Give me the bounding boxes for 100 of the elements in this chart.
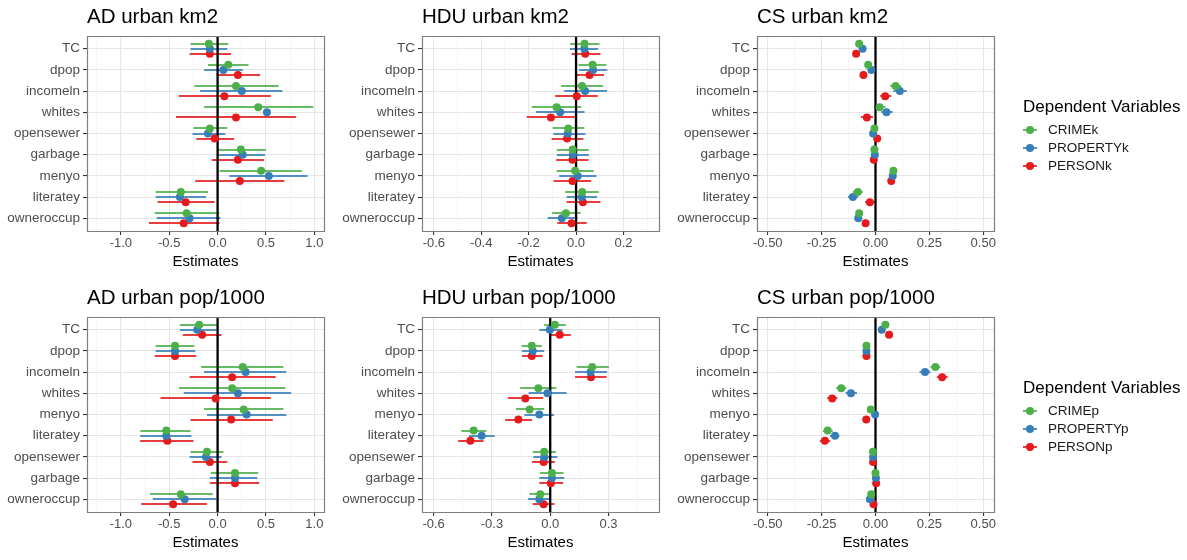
x-axis-title: Estimates <box>507 533 574 551</box>
x-tick-label: 0.00 <box>862 516 889 532</box>
legend-title: Dependent Variables <box>1023 377 1181 397</box>
x-tick-label: -1.0 <box>109 235 133 251</box>
y-tick-label: dpop <box>49 61 80 77</box>
chart-title: CS urban km2 <box>757 3 889 27</box>
x-axis-title: Estimates <box>172 533 239 551</box>
x-tick-label: 0.50 <box>970 235 996 251</box>
y-tick-label: menyo <box>39 406 80 422</box>
y-tick-label: owneroccup <box>677 210 750 225</box>
y-tick-label: whites <box>375 104 416 120</box>
y-tick-label: dpop <box>384 61 415 77</box>
x-axis-title: Estimates <box>507 252 574 270</box>
x-tick-label: -0.2 <box>517 235 540 251</box>
y-tick-label: incomeln <box>360 82 415 98</box>
x-tick-label: 1.0 <box>305 235 324 251</box>
y-tick-label: opensewer <box>13 125 81 141</box>
x-tick-label: -0.25 <box>806 516 837 532</box>
legend-label: PERSONk <box>1048 157 1113 173</box>
x-tick-label: 0.5 <box>256 516 275 532</box>
y-tick-label: owneroccup <box>342 491 415 506</box>
y-tick-label: incomeln <box>695 363 750 379</box>
y-tick-label: TC <box>62 321 81 337</box>
y-tick-label: dpop <box>49 342 80 358</box>
chart-title: HDU urban pop/1000 <box>422 284 616 308</box>
y-tick-label: owneroccup <box>7 210 80 225</box>
y-tick-label: incomeln <box>360 363 415 379</box>
x-tick-label: -1.0 <box>109 516 133 532</box>
y-tick-label: opensewer <box>13 448 81 464</box>
chart-title: HDU urban km2 <box>422 3 569 27</box>
x-tick-label: 0.0 <box>208 235 227 251</box>
x-tick-label: 0.25 <box>916 235 943 251</box>
y-tick-label: owneroccup <box>7 491 80 506</box>
y-tick-label: literatey <box>32 427 81 443</box>
x-tick-label: 0.0 <box>567 235 586 251</box>
y-tick-label: TC <box>397 321 416 337</box>
y-tick-label: menyo <box>709 406 750 422</box>
y-tick-label: literatey <box>32 188 81 204</box>
y-tick-label: whites <box>40 104 81 120</box>
y-tick-label: owneroccup <box>342 210 415 225</box>
x-tick-label: 0.5 <box>256 235 275 251</box>
y-tick-label: garbage <box>700 146 750 162</box>
x-tick-label: 0.00 <box>862 235 889 251</box>
chart-title: CS urban pop/1000 <box>757 284 935 308</box>
y-tick-label: garbage <box>365 469 415 485</box>
legend-label: PERSONp <box>1048 438 1113 454</box>
x-tick-label: 0.50 <box>970 516 996 532</box>
y-tick-label: garbage <box>30 469 80 485</box>
y-tick-label: opensewer <box>683 125 751 141</box>
y-tick-label: menyo <box>39 167 80 183</box>
y-tick-label: menyo <box>709 167 750 183</box>
x-tick-label: -0.50 <box>752 516 783 532</box>
y-tick-label: menyo <box>374 167 415 183</box>
y-tick-label: opensewer <box>683 448 751 464</box>
legend-label: CRIMEp <box>1048 402 1100 418</box>
y-tick-label: opensewer <box>348 125 416 141</box>
y-tick-label: incomeln <box>25 363 80 379</box>
x-tick-label: 0.3 <box>599 516 618 532</box>
x-tick-label: -0.50 <box>752 235 783 251</box>
y-tick-label: dpop <box>719 342 750 358</box>
x-axis-title: Estimates <box>172 252 239 270</box>
x-axis-title: Estimates <box>842 533 909 551</box>
y-tick-label: literatey <box>367 188 416 204</box>
y-tick-label: TC <box>732 40 751 56</box>
x-tick-label: -0.5 <box>158 516 181 532</box>
x-tick-label: 0.25 <box>916 516 943 532</box>
legend-title: Dependent Variables <box>1023 96 1181 116</box>
y-tick-label: whites <box>375 385 416 401</box>
x-tick-label: 0.0 <box>541 516 560 532</box>
x-tick-label: 1.0 <box>305 516 324 532</box>
legend-label: PROPERTYk <box>1048 139 1130 155</box>
x-tick-label: 0.2 <box>614 235 633 251</box>
y-tick-label: incomeln <box>25 82 80 98</box>
y-tick-label: whites <box>40 385 81 401</box>
y-tick-label: literatey <box>367 427 416 443</box>
y-tick-label: TC <box>732 321 751 337</box>
x-axis-title: Estimates <box>842 252 909 270</box>
x-tick-label: -0.25 <box>806 235 837 251</box>
y-tick-label: literatey <box>702 427 751 443</box>
x-tick-label: -0.6 <box>422 235 446 251</box>
y-tick-label: TC <box>62 40 81 56</box>
x-tick-label: 0.0 <box>208 516 227 532</box>
y-tick-label: literatey <box>702 188 751 204</box>
x-tick-label: -0.3 <box>480 516 504 532</box>
y-tick-label: TC <box>397 40 416 56</box>
y-tick-label: incomeln <box>695 82 750 98</box>
y-tick-label: opensewer <box>348 448 416 464</box>
y-tick-label: garbage <box>700 469 750 485</box>
y-tick-label: dpop <box>384 342 415 358</box>
x-tick-label: -0.6 <box>422 516 445 532</box>
y-tick-label: whites <box>710 385 751 401</box>
y-tick-label: whites <box>710 104 751 120</box>
y-tick-label: dpop <box>719 61 750 77</box>
chart-title: AD urban km2 <box>87 3 219 27</box>
y-tick-label: menyo <box>374 406 415 422</box>
legend-label: PROPERTYp <box>1048 420 1129 436</box>
y-tick-label: owneroccup <box>677 491 750 506</box>
y-tick-label: garbage <box>365 146 415 162</box>
x-tick-label: -0.4 <box>470 235 493 251</box>
x-tick-label: -0.5 <box>158 235 181 251</box>
